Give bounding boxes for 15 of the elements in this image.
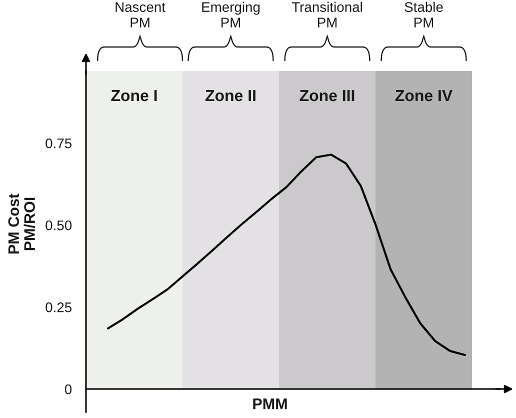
- y-tick-label: 0: [64, 384, 72, 394]
- annotation: Zone II: [205, 90, 256, 102]
- text: Transitional PM: [292, 2, 362, 28]
- x-axis-title: PMM: [253, 398, 287, 410]
- y-axis-title: PM Cost PM/ROI: [8, 194, 36, 254]
- line-series: [106, 154, 466, 356]
- text: Nascent PM: [116, 2, 166, 28]
- y-tick-label: 0.25: [46, 302, 72, 312]
- annotation: Zone III: [300, 90, 354, 102]
- text: Stable PM: [404, 2, 443, 28]
- y-tick-label: 0.75: [46, 138, 72, 148]
- text: Emerging PM: [202, 2, 260, 28]
- y-tick-label: 0.50: [46, 220, 72, 230]
- annotation: Zone I: [111, 90, 157, 102]
- annotation: Zone IV: [395, 90, 452, 102]
